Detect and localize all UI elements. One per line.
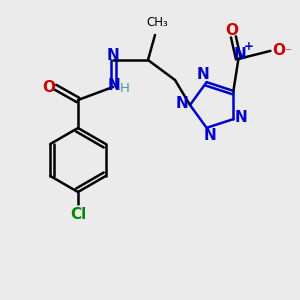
Text: +: + [244, 40, 254, 53]
Text: O: O [43, 80, 56, 94]
Text: N: N [234, 47, 247, 62]
Text: N: N [203, 128, 216, 143]
Text: O: O [225, 23, 238, 38]
Text: O: O [272, 44, 285, 59]
Text: H: H [120, 82, 130, 95]
Text: ⁻: ⁻ [284, 46, 291, 59]
Text: N: N [108, 79, 120, 94]
Text: N: N [106, 47, 119, 62]
Text: N: N [176, 95, 188, 110]
Text: N: N [235, 110, 248, 124]
Text: N: N [196, 67, 209, 82]
Text: Cl: Cl [70, 207, 86, 222]
Text: CH₃: CH₃ [146, 16, 168, 29]
